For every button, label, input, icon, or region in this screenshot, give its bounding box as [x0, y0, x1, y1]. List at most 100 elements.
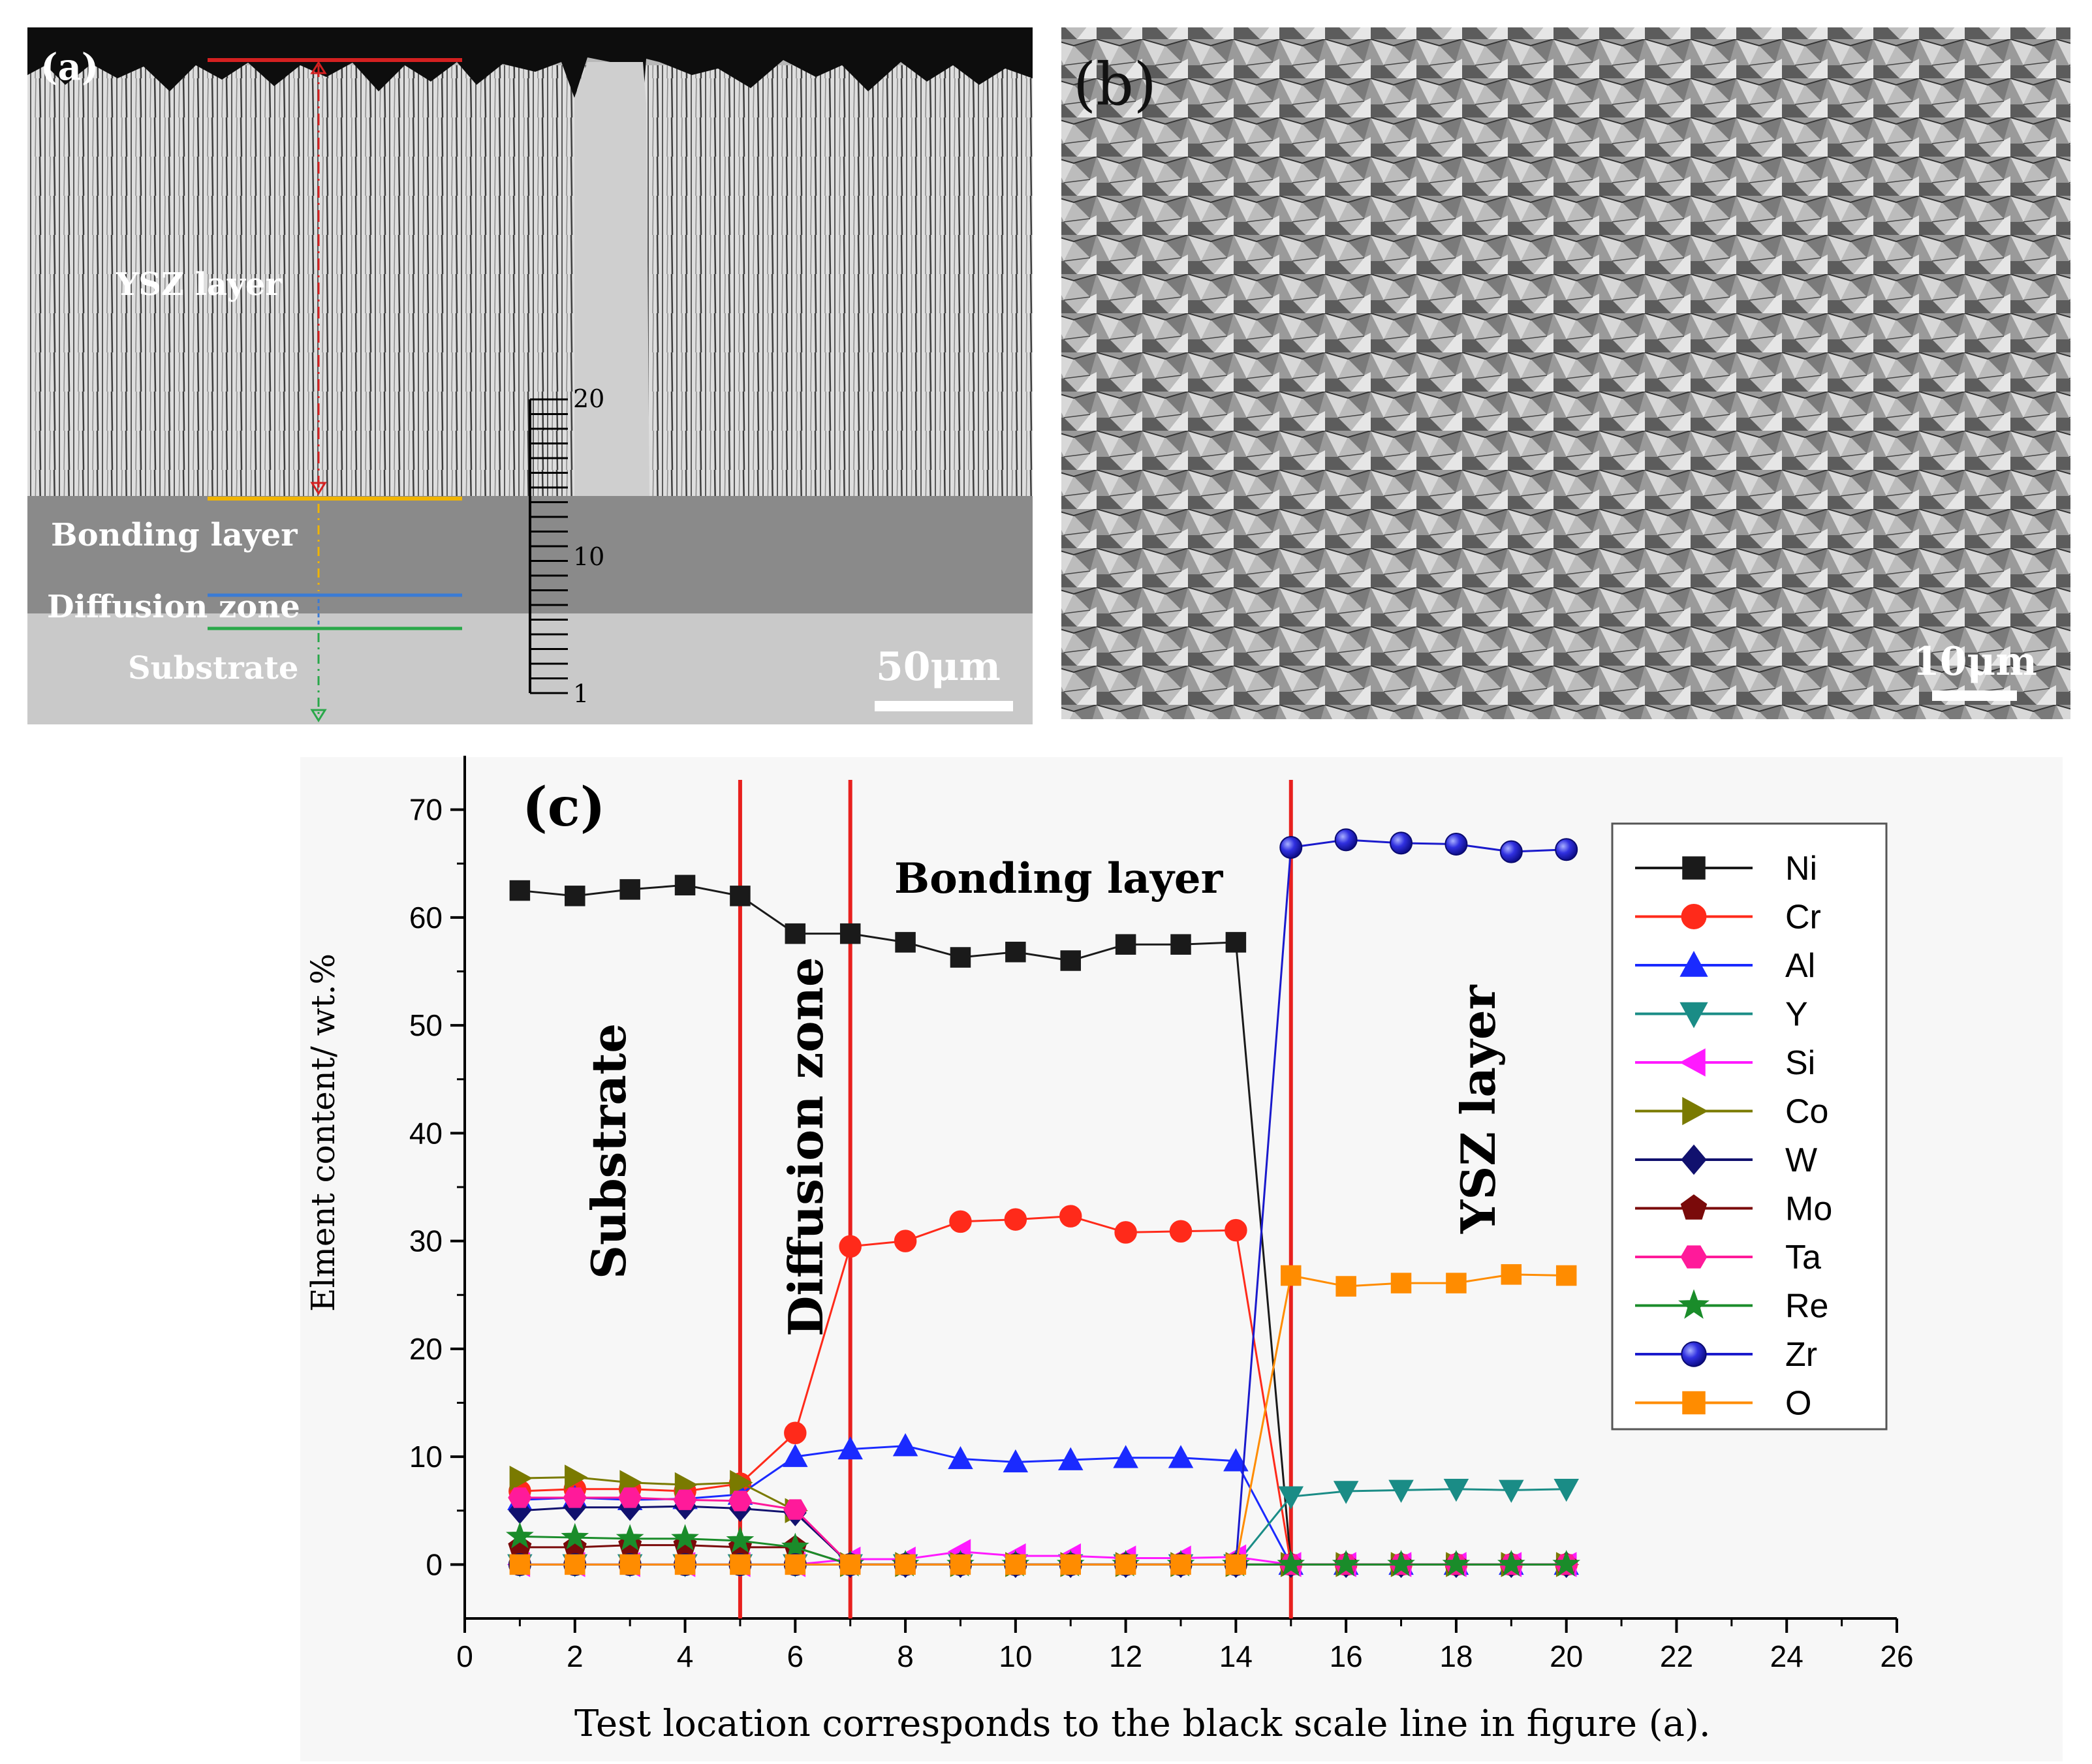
data-point-ni — [619, 879, 640, 900]
data-point-o — [785, 1554, 806, 1575]
data-point-o — [950, 1554, 971, 1575]
x-tick-label: 10 — [999, 1639, 1032, 1673]
region-label-substrate: Substrate — [581, 1023, 636, 1279]
data-point-o — [1446, 1273, 1467, 1293]
data-point-re — [1277, 1549, 1305, 1577]
y-tick-label: 60 — [409, 901, 443, 935]
chart-legend: Ni Cr Al Y Si Co W Mo Ta Re Zr O — [1611, 822, 1888, 1431]
chart-y-axis-label: Elment content/ wt.% — [304, 953, 342, 1312]
data-point-re — [671, 1524, 699, 1551]
legend-marker-mo — [1680, 1194, 1708, 1220]
legend-box — [1611, 822, 1888, 1431]
data-point-re — [1332, 1549, 1360, 1577]
data-point-ni — [565, 886, 585, 906]
data-point-al — [1057, 1447, 1084, 1470]
legend-marker-co — [1682, 1096, 1708, 1126]
legend-label-y: Y — [1785, 996, 1808, 1034]
data-point-al — [1223, 1448, 1249, 1472]
data-point-y — [1499, 1479, 1524, 1503]
y-tick-label: 10 — [409, 1440, 443, 1474]
data-point-y — [1333, 1481, 1359, 1504]
data-point-o — [619, 1554, 640, 1575]
data-point-y — [1553, 1478, 1579, 1502]
data-point-ni — [839, 923, 861, 944]
panel-a-top-surface — [27, 27, 1033, 104]
data-point-re — [1442, 1549, 1471, 1577]
data-point-ta — [728, 1491, 753, 1511]
panel-b: (b) 10μm — [1061, 27, 2070, 719]
data-point-al — [783, 1444, 808, 1467]
data-point-o — [839, 1554, 861, 1575]
data-point-o — [1060, 1554, 1081, 1575]
data-point-y — [1278, 1486, 1304, 1509]
data-point-al — [892, 1433, 918, 1457]
data-point-cr — [839, 1235, 862, 1258]
data-point-ni — [1060, 950, 1081, 971]
bonding-layer-label: Bonding layer — [51, 517, 298, 553]
legend-label-ta: Ta — [1785, 1239, 1821, 1277]
y-tick-label: 50 — [409, 1008, 443, 1042]
data-point-y — [1388, 1479, 1414, 1503]
data-point-zr — [1444, 833, 1468, 856]
data-point-o — [1335, 1276, 1356, 1297]
x-tick-label: 24 — [1770, 1639, 1803, 1673]
data-point-ni — [785, 923, 806, 944]
panel-b-label: (b) — [1073, 50, 1157, 119]
data-point-co — [509, 1465, 533, 1491]
ruler-label-10: 10 — [573, 542, 604, 571]
data-point-cr — [949, 1210, 972, 1233]
series-o — [509, 1264, 1577, 1575]
y-tick-label: 30 — [409, 1224, 443, 1258]
data-point-al — [948, 1446, 973, 1470]
chart-series — [506, 828, 1581, 1579]
legend-marker-zr — [1681, 1341, 1707, 1367]
legend-label-re: Re — [1785, 1288, 1828, 1325]
substrate-label: Substrate — [128, 650, 298, 687]
ruler-label-20: 20 — [573, 384, 604, 413]
legend-marker-al — [1679, 951, 1708, 977]
data-point-re — [506, 1521, 534, 1549]
chart-panel-label: (c) — [522, 776, 606, 839]
data-point-ni — [674, 874, 696, 896]
data-point-o — [730, 1554, 751, 1575]
legend-label-al: Al — [1785, 947, 1815, 985]
data-point-cr — [1225, 1218, 1247, 1242]
y-tick-label: 20 — [409, 1332, 443, 1366]
data-point-ta — [508, 1487, 532, 1508]
data-point-zr — [1555, 838, 1578, 861]
data-point-o — [895, 1554, 916, 1575]
data-point-cr — [894, 1230, 917, 1252]
chart-x-axis-label: Test location corresponds to the black s… — [574, 1703, 1711, 1745]
x-tick-label: 18 — [1439, 1639, 1473, 1673]
legend-label-si: Si — [1785, 1044, 1815, 1082]
x-tick-label: 16 — [1330, 1639, 1363, 1673]
ysz-arrow-head-top — [310, 61, 327, 74]
data-point-ni — [730, 886, 751, 906]
legend-label-cr: Cr — [1785, 899, 1821, 936]
x-tick-label: 4 — [677, 1639, 694, 1673]
x-tick-label: 0 — [456, 1639, 473, 1673]
ysz-arrow-head-bottom — [310, 482, 327, 495]
data-point-o — [674, 1554, 696, 1575]
y-tick-label: 70 — [409, 793, 443, 827]
data-point-zr — [1390, 831, 1413, 855]
panel-a-scalebar — [875, 701, 1013, 711]
data-point-cr — [1169, 1220, 1193, 1243]
panel-a: 20 10 1 YSZ layer Bonding layer Diffusio… — [27, 27, 1033, 724]
data-point-o — [1501, 1264, 1522, 1285]
data-point-o — [1170, 1554, 1191, 1575]
data-point-o — [1225, 1554, 1247, 1575]
data-point-zr — [1279, 835, 1303, 859]
legend-label-o: O — [1785, 1385, 1811, 1423]
data-point-o — [1281, 1265, 1302, 1286]
legend-marker-si — [1679, 1048, 1706, 1077]
data-point-ni — [1115, 934, 1136, 955]
legend-label-w: W — [1785, 1141, 1817, 1179]
data-point-cr — [1114, 1221, 1137, 1244]
legend-marker-re — [1678, 1289, 1710, 1319]
data-point-re — [1387, 1549, 1415, 1577]
data-point-ta — [618, 1487, 642, 1508]
